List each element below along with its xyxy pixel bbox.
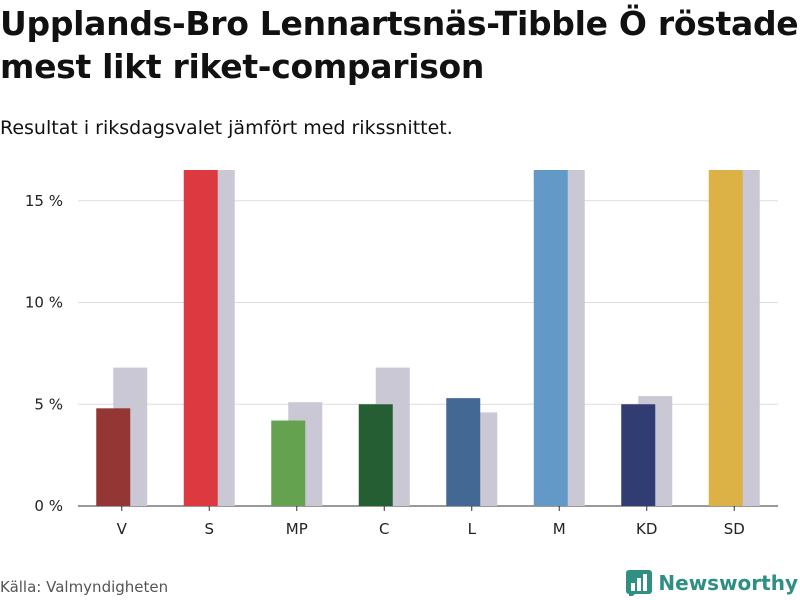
chart-title: Upplands-Bro Lennartsnäs-Tibble Ö röstad… [0,4,799,86]
y-tick-label: 5 % [34,395,63,413]
bar-local-v [96,408,131,506]
brand-name: Newsworthy [658,571,798,595]
newsworthy-logo[interactable]: Newsworthy [626,568,798,598]
bar-local-l [446,398,481,506]
chart-subtitle: Resultat i riksdagsvalet jämfört med rik… [0,117,453,139]
bar-chart-logo-icon [626,570,653,596]
bar-local-sd [708,170,743,506]
x-tick-label: L [468,520,477,538]
x-tick-label: C [379,520,389,538]
y-tick-label: 10 % [25,294,63,312]
source-note: Källa: Valmyndigheten [0,578,169,596]
x-tick-label: M [553,520,566,538]
y-tick-label: 0 % [34,497,63,515]
bar-local-m [533,170,568,506]
x-tick-label: S [204,520,214,538]
bar-local-c [358,404,393,506]
y-tick-label: 15 % [25,192,63,210]
bar-local-s [183,170,218,506]
x-tick-label: MP [286,520,308,538]
x-tick-label: KD [636,520,657,538]
bar-local-mp [271,420,306,506]
x-tick-label: V [117,520,128,538]
bar-local-kd [621,404,656,506]
x-tick-label: SD [724,520,745,538]
